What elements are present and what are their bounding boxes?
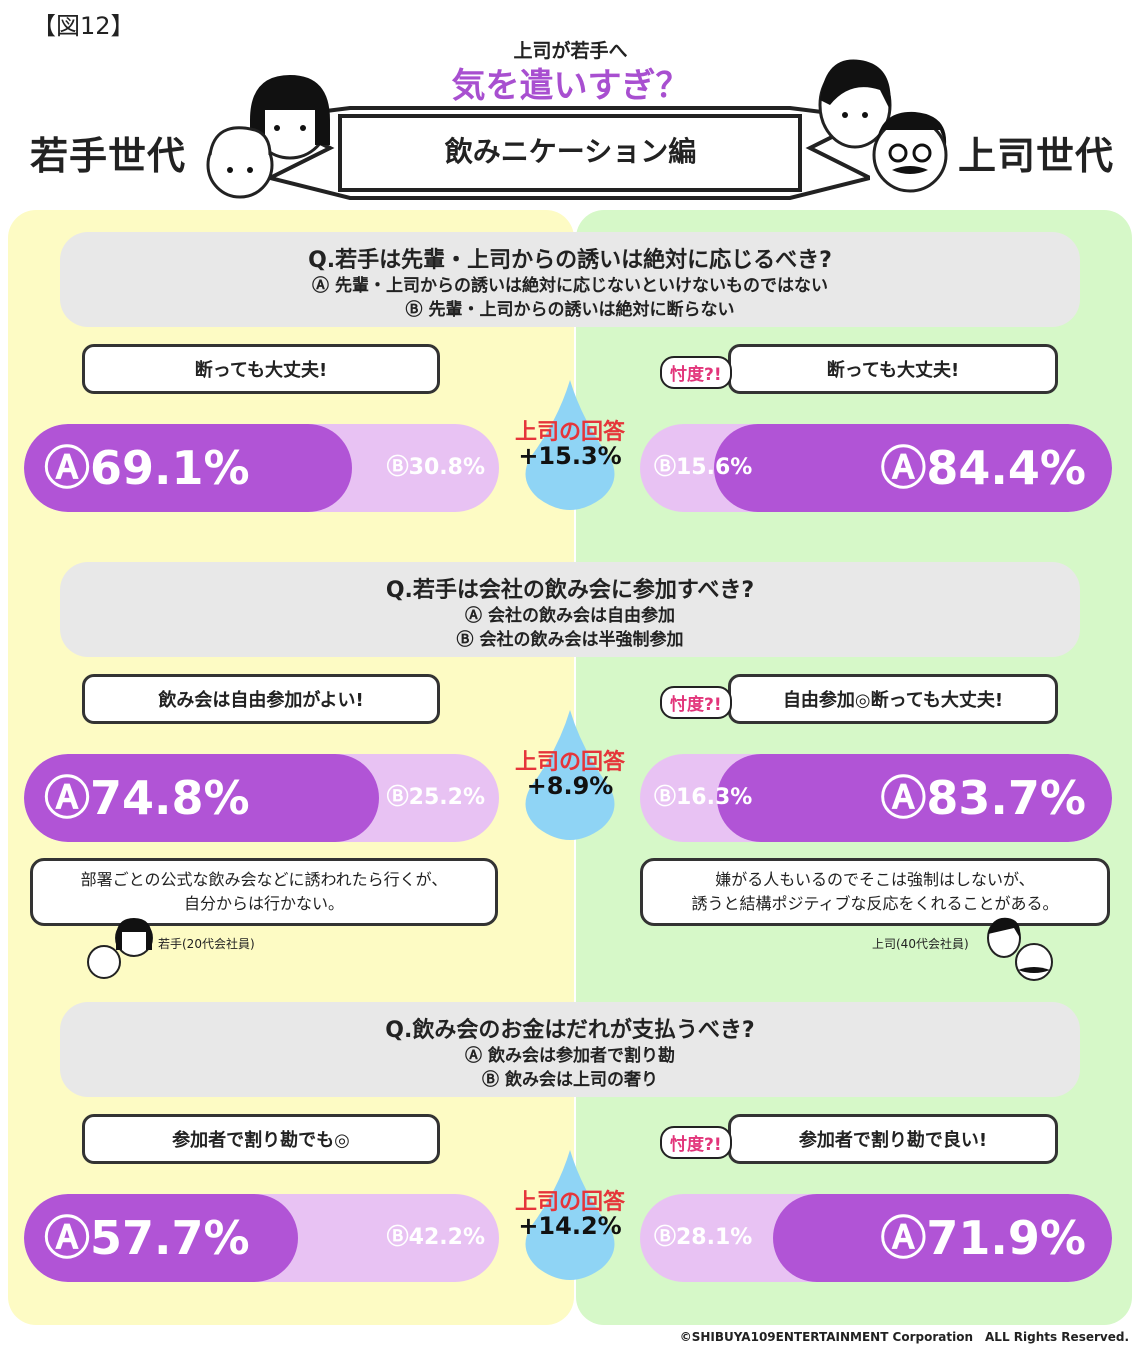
copyright: ©SHIBUYA109ENTERTAINMENT Corporation ALL…	[679, 1330, 1129, 1344]
boss-speech-bubble: 断っても大丈夫!	[728, 344, 1058, 394]
header-subtitle: 上司が若手へ	[513, 40, 628, 62]
young-speech-bubble: 参加者で割り勘でも◎	[82, 1114, 440, 1164]
boss-b-value: Ⓑ28.1%	[654, 1225, 753, 1250]
young-a-value: Ⓐ69.1%	[44, 441, 250, 495]
young-b-value: Ⓑ42.2%	[386, 1225, 485, 1250]
young-a-value: Ⓐ74.8%	[44, 771, 250, 825]
young-comment-line2: 自分からは行かない。	[183, 894, 344, 913]
young-bar: Ⓐ69.1% Ⓑ30.8%	[24, 424, 499, 512]
young-speech-bubble: 断っても大丈夫!	[82, 344, 440, 394]
difference-value: +15.3%	[518, 442, 622, 470]
sontaku-badge: 忖度?!	[660, 686, 732, 719]
young-bar-a-segment	[24, 1194, 298, 1282]
young-speech-bubble: 飲み会は自由参加がよい!	[82, 674, 440, 724]
header-title: 気を遣いすぎ？	[451, 66, 690, 106]
boss-answer-label: 上司の回答	[514, 1190, 625, 1215]
boss-bar: Ⓑ28.1% Ⓐ71.9%	[640, 1194, 1112, 1282]
option-b: Ⓑ 会社の飲み会は半強制参加	[456, 630, 684, 650]
difference-drop-icon	[525, 380, 615, 510]
young-generation-label: 若手世代	[30, 134, 187, 178]
ribbon-text: 飲みニケーション編	[444, 135, 697, 168]
boss-bar-a-segment	[714, 424, 1112, 512]
question-box: Q.飲み会のお金はだれが支払うべき? Ⓐ 飲み会は参加者で割り勘 Ⓑ 飲み会は上司の…	[60, 1002, 1080, 1097]
question-box: Q.若手は先輩・上司からの誘いは絶対に応じるべき? Ⓐ 先輩・上司からの誘いは絶対…	[60, 232, 1080, 327]
boss-b-value: Ⓑ16.3%	[654, 785, 753, 810]
option-a: Ⓐ 会社の飲み会は自由参加	[465, 606, 675, 626]
figure-label: 【図12】	[32, 12, 135, 40]
difference-drop-icon	[525, 710, 615, 840]
boss-bar: Ⓑ15.6% Ⓐ84.4%	[640, 424, 1112, 512]
young-comment-author: 若手(20代会社員)	[158, 937, 255, 951]
young-b-value: Ⓑ25.2%	[386, 785, 485, 810]
boss-bar: Ⓑ16.3% Ⓐ83.7%	[640, 754, 1112, 842]
young-comment-line1: 部署ごとの公式な飲み会などに誘われたら行くが、	[80, 870, 448, 889]
question-title: Q.若手は先輩・上司からの誘いは絶対に応じるべき?	[308, 248, 832, 273]
young-b-value: Ⓑ30.8%	[386, 455, 485, 480]
boss-characters-illustration	[818, 59, 948, 193]
boss-answer-label: 上司の回答	[514, 420, 625, 445]
option-a: Ⓐ 飲み会は参加者で割り勘	[465, 1046, 675, 1066]
boss-a-value: Ⓐ83.7%	[880, 771, 1086, 825]
boss-comment-author: 上司(40代会社員)	[872, 937, 969, 951]
boss-bar-a-segment	[717, 754, 1112, 842]
young-bar: Ⓐ74.8% Ⓑ25.2%	[24, 754, 499, 842]
sontaku-badge: 忖度?!	[660, 1126, 732, 1159]
option-a: Ⓐ 先輩・上司からの誘いは絶対に応じないといけないものではない	[312, 276, 828, 296]
young-characters-illustration	[206, 75, 330, 199]
boss-a-value: Ⓐ71.9%	[880, 1211, 1086, 1265]
boss-comment-line2: 誘うと結構ポジティブな反応をくれることがある。	[691, 894, 1059, 913]
question-box: Q.若手は会社の飲み会に参加すべき? Ⓐ 会社の飲み会は自由参加 Ⓑ 会社の飲み会は…	[60, 562, 1080, 657]
boss-a-value: Ⓐ84.4%	[880, 441, 1086, 495]
title-ribbon	[270, 106, 870, 200]
young-comment-avatar	[87, 918, 153, 979]
boss-comment-line1: 嫌がる人もいるのでそこは強制はしないが、	[715, 870, 1035, 889]
boss-comment-bubble: 嫌がる人もいるのでそこは強制はしないが、誘うと結構ポジティブな反応をくれることが…	[640, 858, 1110, 926]
boss-b-value: Ⓑ15.6%	[654, 455, 753, 480]
young-bar-a-segment	[24, 424, 352, 512]
sontaku-badge: 忖度?!	[660, 356, 732, 389]
question-title: Q.若手は会社の飲み会に参加すべき?	[385, 578, 755, 603]
boss-bar-a-segment	[773, 1194, 1112, 1282]
young-bar-a-segment	[24, 754, 379, 842]
boss-generation-label: 上司世代	[958, 134, 1115, 178]
question-title: Q.飲み会のお金はだれが支払うべき?	[385, 1018, 755, 1043]
difference-value: +14.2%	[518, 1212, 622, 1240]
young-comment-bubble: 部署ごとの公式な飲み会などに誘われたら行くが、 自分からは行かない。	[30, 858, 498, 926]
difference-drop-icon	[525, 1150, 615, 1280]
boss-answer-label: 上司の回答	[514, 750, 625, 775]
young-a-value: Ⓐ57.7%	[44, 1211, 250, 1265]
boss-comment-avatar	[987, 917, 1053, 981]
boss-speech-bubble: 参加者で割り勘で良い!	[728, 1114, 1058, 1164]
difference-value: +8.9%	[526, 772, 614, 800]
boss-speech-bubble: 自由参加◎断っても大丈夫!	[728, 674, 1058, 724]
option-b: Ⓑ 先輩・上司からの誘いは絶対に断らない	[405, 300, 735, 320]
option-b: Ⓑ 飲み会は上司の奢り	[482, 1070, 658, 1090]
young-bar: Ⓐ57.7% Ⓑ42.2%	[24, 1194, 499, 1282]
